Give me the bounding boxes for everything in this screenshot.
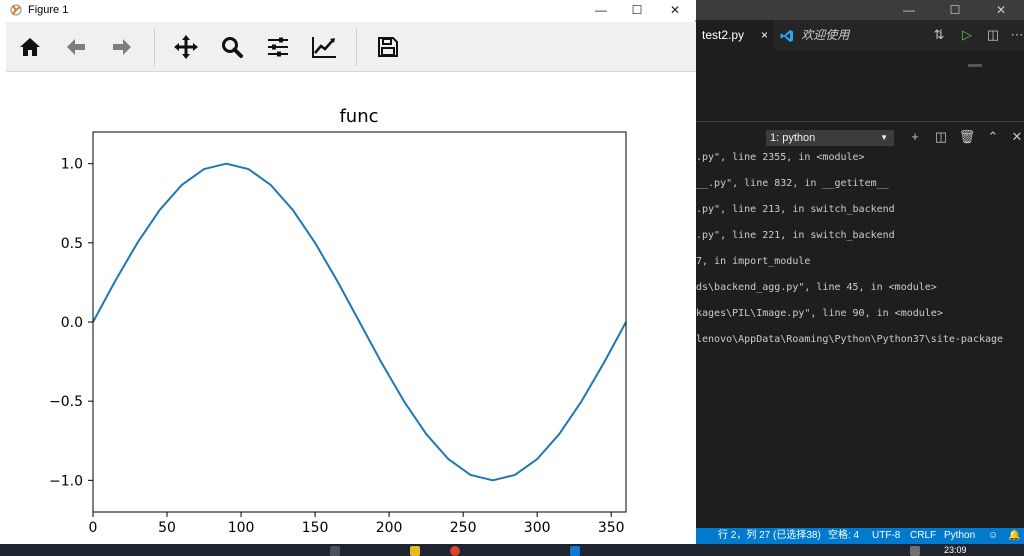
vscode-close-button[interactable]: ✕ xyxy=(995,3,1007,17)
x-tick-label: 300 xyxy=(524,520,551,536)
y-tick-label: 0.5 xyxy=(61,236,83,252)
matplotlib-app-icon xyxy=(10,4,22,16)
minimap xyxy=(968,64,982,67)
edit-axis-icon xyxy=(312,37,336,58)
taskbar-tray-icon[interactable] xyxy=(910,546,920,556)
editor-area[interactable] xyxy=(696,50,1024,122)
windows-taskbar: 23:09 xyxy=(0,544,1024,556)
figure-canvas[interactable]: func 0 50 100 150 200 250 300 350 1.0 0.5 0.0 −0.5 −… xyxy=(6,72,696,544)
forward-button[interactable] xyxy=(106,31,138,63)
taskbar-app-icon[interactable] xyxy=(410,546,420,556)
home-button[interactable] xyxy=(14,31,46,63)
smiley-feedback-icon[interactable]: ☺ xyxy=(988,530,999,541)
split-editor-icon[interactable]: ◫ xyxy=(986,27,1000,42)
encoding-status[interactable]: UTF-8 xyxy=(872,530,901,541)
y-tick-label: 0.0 xyxy=(61,315,83,331)
terminal-select-value: 1: python xyxy=(770,132,816,144)
zoom-button[interactable] xyxy=(216,31,248,63)
language-status[interactable]: Python xyxy=(944,530,976,541)
tab-label: 欢迎使用 xyxy=(801,28,850,42)
cursor-position-status[interactable]: 行 2，列 27 (已选择38) xyxy=(718,530,821,541)
terminal-line: .py", line 221, in switch_backend xyxy=(696,230,895,241)
back-button[interactable] xyxy=(60,31,92,63)
back-arrow-icon xyxy=(67,39,85,55)
x-tick-label: 100 xyxy=(228,520,255,536)
sine-plot: func 0 50 100 150 200 250 300 350 1.0 0.5 0.0 −0.5 −… xyxy=(49,106,627,536)
x-tick-label: 350 xyxy=(598,520,625,536)
vscode-logo-icon xyxy=(780,29,793,42)
terminal-panel-header: 1: python ▼ + ◫ 🗑 ⌃ ✕ xyxy=(696,122,1024,152)
editor-tab-bar: test2.py × 欢迎使用 xyxy=(696,20,1024,50)
taskbar-vscode-icon[interactable] xyxy=(570,546,580,556)
chevron-up-icon[interactable]: ⌃ xyxy=(987,129,999,144)
zoom-icon xyxy=(222,37,243,58)
series-line xyxy=(92,162,627,482)
figure-title: Figure 1 xyxy=(28,4,69,16)
status-bar: 行 2，列 27 (已选择38) 空格: 4 UTF-8 CRLF Python… xyxy=(696,528,1024,544)
more-actions-icon[interactable]: ⋯ xyxy=(1010,27,1024,42)
eol-status[interactable]: CRLF xyxy=(910,530,937,541)
maximize-button[interactable]: ☐ xyxy=(631,3,643,17)
save-button[interactable] xyxy=(372,31,404,63)
terminal-line: .py", line 213, in switch_backend xyxy=(696,204,895,215)
y-tick-label: 1.0 xyxy=(61,157,83,173)
terminal-line: .py", line 2355, in <module> xyxy=(696,152,865,163)
edit-axis-button[interactable] xyxy=(308,31,340,63)
y-tick-label: −1.0 xyxy=(49,473,83,489)
close-button[interactable]: ✕ xyxy=(669,3,681,17)
terminal-line: __.py", line 832, in __getitem__ xyxy=(696,178,889,189)
taskbar-clock[interactable]: 23:09 xyxy=(944,545,967,555)
split-compare-icon[interactable]: ⇅ xyxy=(933,27,945,42)
x-tick-label: 50 xyxy=(158,520,176,536)
new-terminal-icon[interactable]: + xyxy=(911,129,919,144)
x-tick-label: 250 xyxy=(450,520,477,536)
figure-window: Figure 1 — ☐ ✕ xyxy=(0,0,696,544)
vscode-minimize-button[interactable]: — xyxy=(903,3,915,17)
taskbar-app-icon[interactable] xyxy=(330,546,340,556)
terminal-line: ds\backend_agg.py", line 45, in <module> xyxy=(696,282,937,293)
taskbar-chrome-icon[interactable] xyxy=(450,546,460,556)
split-terminal-icon[interactable]: ◫ xyxy=(934,129,948,144)
vscode-titlebar: — ☐ ✕ xyxy=(696,0,1024,20)
tab-test2-py[interactable]: test2.py × xyxy=(696,20,774,50)
bell-icon[interactable]: 🔔 xyxy=(1008,530,1021,541)
save-icon xyxy=(378,37,398,57)
navigation-toolbar xyxy=(6,22,696,72)
toolbar-separator xyxy=(154,28,155,66)
home-icon xyxy=(20,38,40,56)
terminal-line: lenovo\AppData\Roaming\Python\Python37\s… xyxy=(696,334,1004,345)
x-tick-label: 0 xyxy=(89,520,98,536)
pan-button[interactable] xyxy=(170,31,202,63)
configure-subplots-icon xyxy=(268,37,288,57)
tab-label: test2.py xyxy=(702,28,745,42)
terminal-select[interactable]: 1: python ▼ xyxy=(766,130,894,146)
x-tick-label: 150 xyxy=(302,520,329,536)
run-icon[interactable]: ▷ xyxy=(962,27,972,42)
minimize-button[interactable]: — xyxy=(595,3,607,17)
y-tick-label: −0.5 xyxy=(49,394,83,410)
panel-divider[interactable] xyxy=(696,121,1024,122)
vscode-maximize-button[interactable]: ☐ xyxy=(949,3,961,17)
toolbar-separator xyxy=(356,28,357,66)
terminal-line: 7, in import_module xyxy=(696,256,811,267)
chart-title: func xyxy=(339,106,378,127)
pan-icon xyxy=(174,35,198,59)
forward-arrow-icon xyxy=(113,39,131,55)
terminal-line: kages\PIL\Image.py", line 90, in <module… xyxy=(696,308,943,319)
tab-welcome[interactable]: 欢迎使用 xyxy=(774,20,884,50)
configure-subplots-button[interactable] xyxy=(262,31,294,63)
tab-close-icon[interactable]: × xyxy=(760,28,768,42)
chevron-down-icon: ▼ xyxy=(880,133,888,142)
indentation-status[interactable]: 空格: 4 xyxy=(828,530,860,541)
close-panel-icon[interactable]: ✕ xyxy=(1011,129,1023,144)
figure-titlebar[interactable]: Figure 1 — ☐ ✕ xyxy=(0,0,696,20)
trash-icon[interactable]: 🗑 xyxy=(958,129,976,144)
x-tick-label: 200 xyxy=(376,520,403,536)
